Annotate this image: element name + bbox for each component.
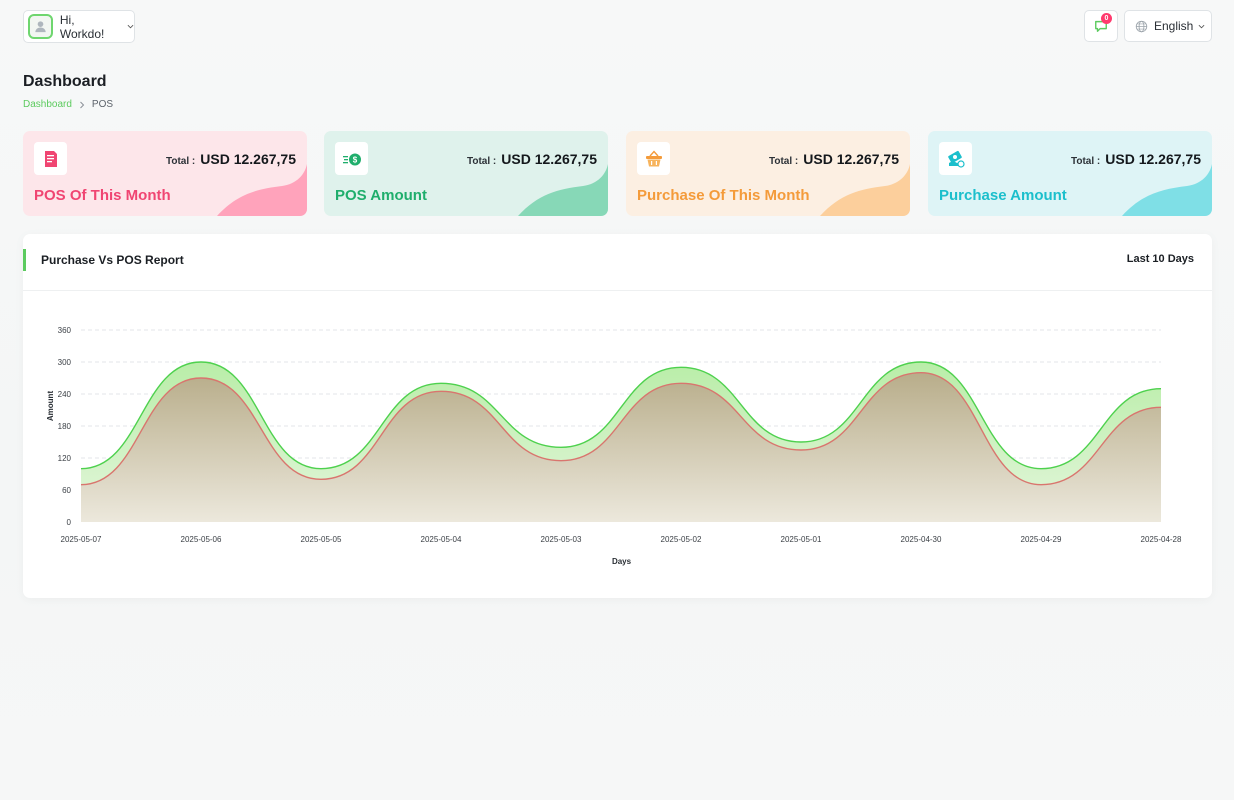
user-menu-button[interactable]: Hi, Workdo! [23,10,135,43]
x-tick-label: 2025-05-07 [61,535,102,544]
card-wave-decoration [217,164,307,216]
card-title: Purchase Amount [939,187,1067,204]
x-axis-label: Days [612,557,632,566]
summary-cards: Total : USD 12.267,75 POS Of This Month … [23,131,1212,216]
card-icon-box [637,142,670,175]
card-wave-decoration [1122,164,1212,216]
card-total-value: USD 12.267,75 [1105,151,1201,167]
card-icon-box [34,142,67,175]
user-icon [35,21,46,33]
user-greeting: Hi, Workdo! [59,12,105,41]
card-title: POS Of This Month [34,187,171,204]
y-tick-label: 180 [58,422,72,431]
y-tick-label: 60 [62,486,71,495]
page-title: Dashboard [23,73,107,90]
basket-icon [645,149,662,166]
y-tick-label: 120 [58,454,72,463]
card-title: POS Amount [335,187,427,204]
y-tick-label: 300 [58,358,72,367]
card-total-value: USD 12.267,75 [200,151,296,167]
x-tick-label: 2025-05-02 [661,535,702,544]
notification-badge: 0 [1101,13,1112,24]
card-total-label: Total : [769,156,799,167]
language-select[interactable]: English [1124,10,1212,42]
card-icon-box [939,142,972,175]
x-tick-label: 2025-04-30 [901,535,942,544]
card-total: Total : USD 12.267,75 [769,151,899,167]
card-pos-amount: $ Total : USD 12.267,75 POS Amount [324,131,608,216]
series-2-area [81,372,1161,522]
x-tick-label: 2025-05-04 [421,535,462,544]
card-total-value: USD 12.267,75 [501,151,597,167]
y-tick-label: 0 [67,518,72,527]
card-total: Total : USD 12.267,75 [467,151,597,167]
card-total: Total : USD 12.267,75 [1071,151,1201,167]
x-tick-label: 2025-04-29 [1021,535,1062,544]
globe-icon [1135,20,1148,32]
x-tick-label: 2025-05-01 [781,535,822,544]
card-pos-this-month: Total : USD 12.267,75 POS Of This Month [23,131,307,216]
svg-text:$: $ [352,155,357,164]
x-tick-label: 2025-05-05 [301,535,342,544]
language-label: English [1154,19,1194,33]
card-total-label: Total : [1071,156,1101,167]
top-bar: Hi, Workdo! 0 English [23,10,1212,43]
chevron-down-icon [127,24,134,29]
x-tick-label: 2025-04-28 [1141,535,1182,544]
y-axis-label: Amount [46,391,55,422]
cash-icon [947,150,965,168]
card-total-value: USD 12.267,75 [803,151,899,167]
card-total: Total : USD 12.267,75 [166,151,296,167]
area-chart: 0 60 120 180 240 300 360 2025-05-07 2025-05-06 20… [46,326,1182,566]
series-1-line [80,361,1162,470]
card-purchase-amount: Total : USD 12.267,75 Purchase Amount [928,131,1212,216]
chevron-down-icon [1198,24,1205,28]
card-wave-decoration [820,164,910,216]
card-total-label: Total : [467,156,497,167]
y-tick-label: 360 [58,326,72,335]
breadcrumb-dashboard-link[interactable]: Dashboard [23,99,72,110]
report-title: Purchase Vs POS Report [41,253,184,267]
card-purchase-this-month: Total : USD 12.267,75 Purchase Of This M… [626,131,910,216]
card-total-label: Total : [166,156,196,167]
breadcrumb-current: POS [91,99,114,110]
invoice-icon [44,150,57,167]
purchase-vs-pos-report: Purchase Vs POS Report Last 10 Days 0 60 1… [23,234,1212,598]
chevron-right-icon [80,101,85,108]
report-accent-bar [23,249,26,271]
avatar [28,14,53,39]
series-2-line [80,371,1162,486]
y-tick-label: 240 [58,390,72,399]
report-range: Last 10 Days [1126,253,1194,265]
x-tick-label: 2025-05-03 [541,535,582,544]
card-icon-box: $ [335,142,368,175]
card-wave-decoration [518,164,608,216]
notifications-button[interactable]: 0 [1084,10,1118,42]
breadcrumb: Dashboard POS [23,99,113,110]
card-title: Purchase Of This Month [637,187,810,204]
report-header: Purchase Vs POS Report Last 10 Days [23,234,1212,291]
x-tick-label: 2025-05-06 [181,535,222,544]
money-icon: $ [342,153,361,165]
